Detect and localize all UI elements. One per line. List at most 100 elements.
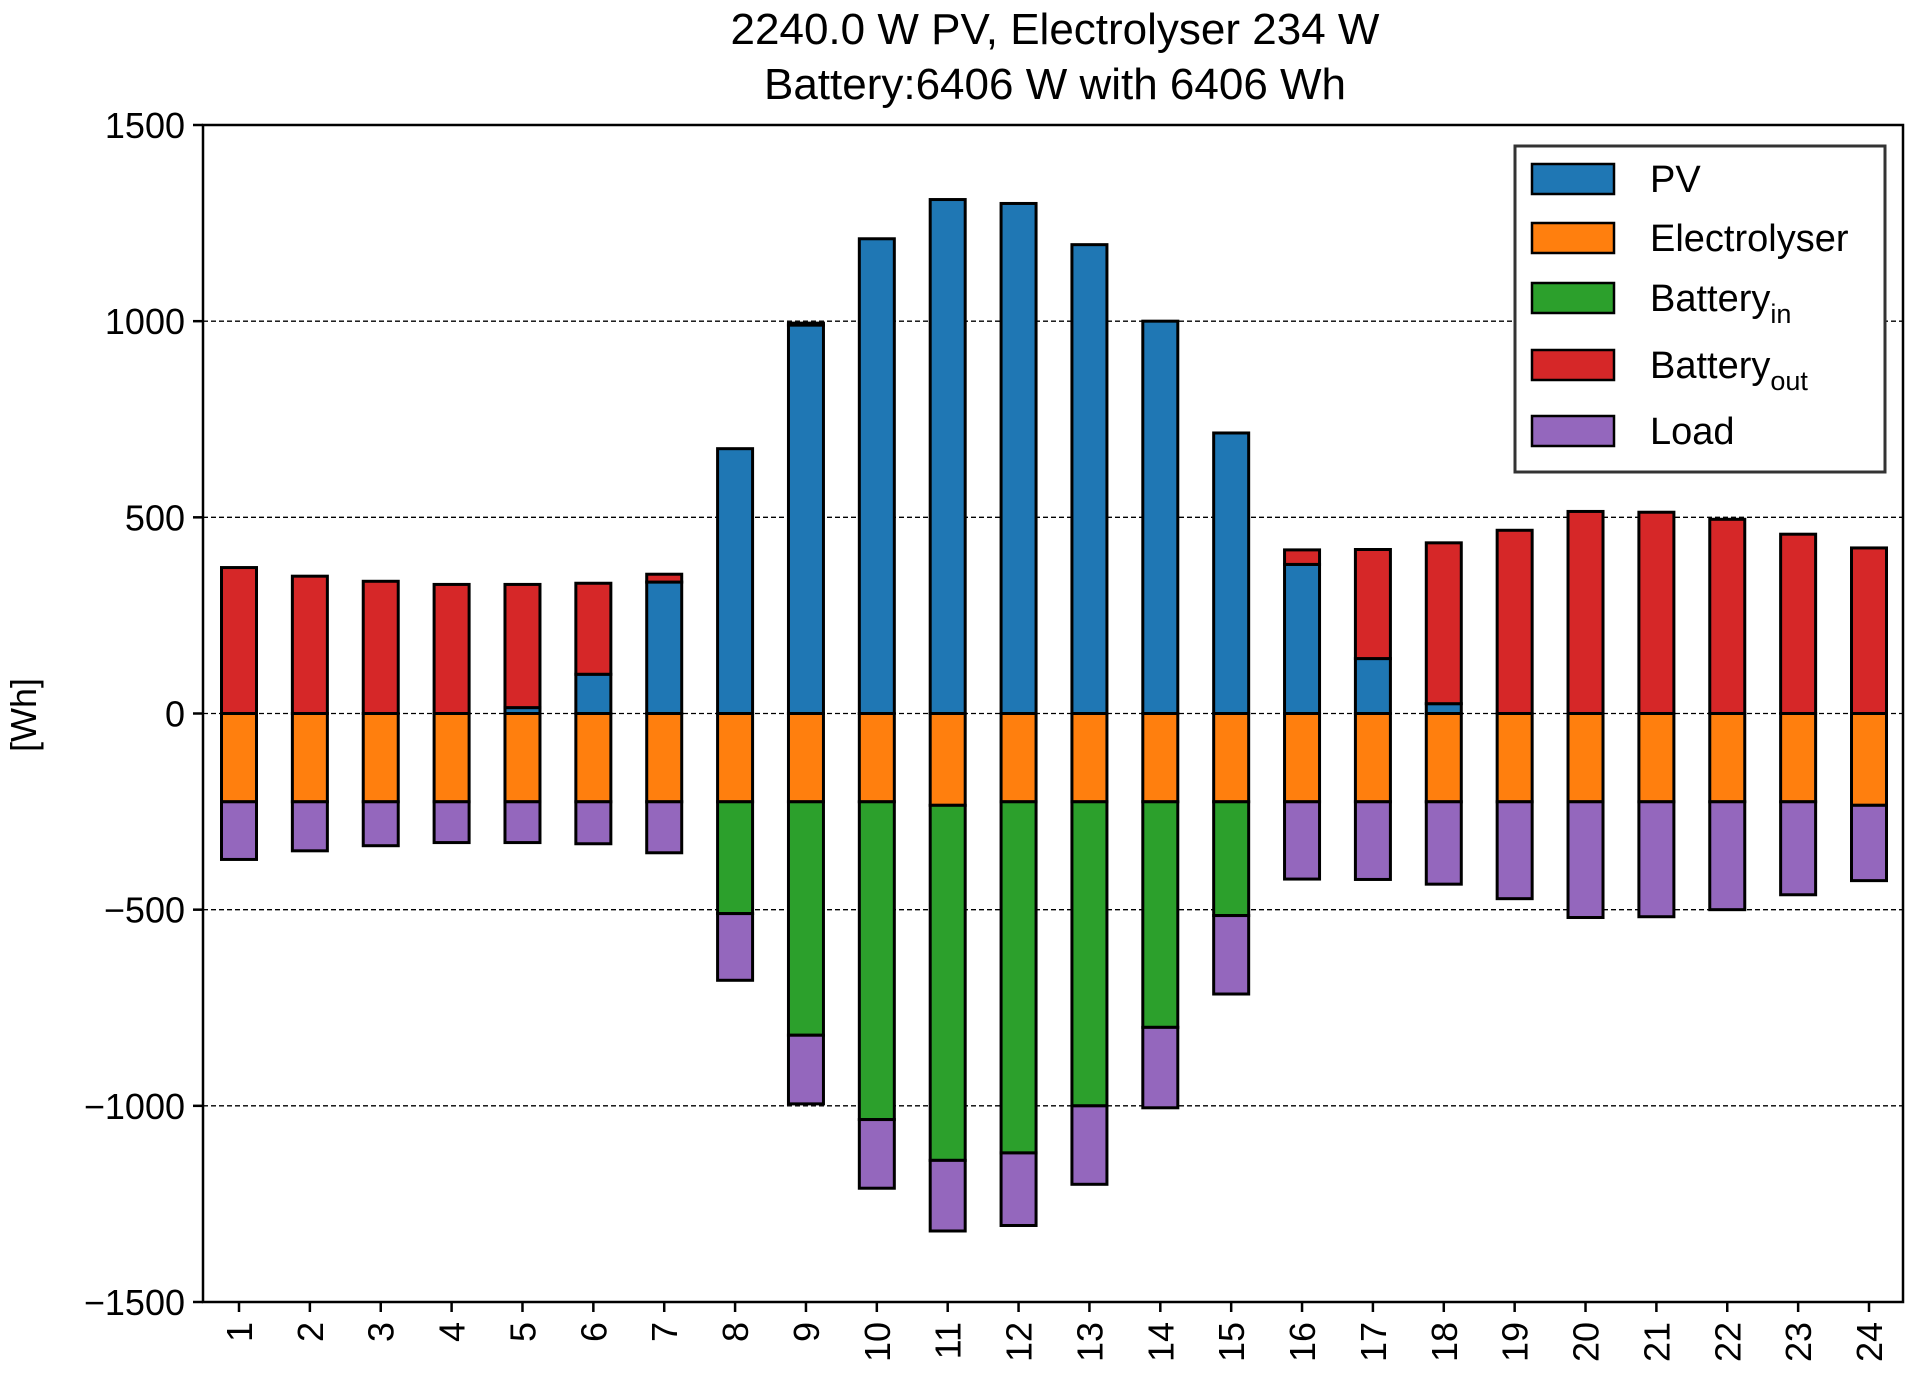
bar-load-5 bbox=[503, 800, 542, 845]
bar-electrolyser-10 bbox=[857, 712, 896, 804]
bar-battery_in-14 bbox=[1141, 800, 1180, 1029]
x-tick-label: 6 bbox=[573, 1322, 614, 1342]
x-tick-label: 23 bbox=[1778, 1322, 1819, 1362]
bar-electrolyser-1 bbox=[220, 712, 258, 804]
bar-electrolyser-21 bbox=[1637, 712, 1676, 804]
x-tick-label: 8 bbox=[715, 1322, 756, 1342]
bar-battery_in-11 bbox=[928, 803, 967, 1162]
y-axis-label: [Wh] bbox=[3, 678, 44, 752]
bar-electrolyser-7 bbox=[645, 712, 684, 804]
bar-electrolyser-15 bbox=[1212, 712, 1251, 804]
bar-electrolyser-12 bbox=[999, 712, 1038, 804]
bar-battery_out-24 bbox=[1850, 546, 1888, 716]
bar-battery_in-13 bbox=[1070, 800, 1109, 1108]
bar-battery_in-12 bbox=[999, 800, 1038, 1155]
bar-pv-10 bbox=[857, 237, 896, 715]
x-tick-label: 10 bbox=[857, 1322, 898, 1362]
x-tick-label: 14 bbox=[1140, 1322, 1181, 1362]
bar-battery_out-6 bbox=[574, 581, 613, 676]
bar-pv-16 bbox=[1283, 562, 1322, 715]
y-tick-label: −500 bbox=[104, 890, 185, 931]
bar-electrolyser-17 bbox=[1353, 712, 1392, 804]
legend-swatch-battery_in bbox=[1530, 281, 1616, 315]
chart-title-line-2: Battery:6406 W with 6406 Wh bbox=[764, 60, 1346, 109]
x-tick-label: 7 bbox=[644, 1322, 685, 1342]
bar-battery_out-7 bbox=[645, 572, 684, 584]
bar-electrolyser-14 bbox=[1141, 712, 1180, 804]
x-tick-label: 1 bbox=[219, 1322, 260, 1342]
y-tick-label: 1500 bbox=[105, 105, 185, 146]
bar-pv-11 bbox=[928, 198, 967, 715]
bar-pv-15 bbox=[1212, 431, 1251, 715]
legend-swatch-electrolyser bbox=[1530, 221, 1616, 255]
bar-load-1 bbox=[220, 800, 258, 861]
bar-load-4 bbox=[432, 800, 471, 845]
x-tick-label: 11 bbox=[928, 1322, 969, 1359]
legend-label-pv: PV bbox=[1650, 159, 1701, 201]
x-tick-label: 16 bbox=[1282, 1322, 1323, 1362]
bar-electrolyser-18 bbox=[1424, 712, 1463, 804]
bar-battery_out-5 bbox=[503, 582, 542, 710]
bar-battery_out-19 bbox=[1495, 528, 1534, 715]
bar-battery_out-2 bbox=[290, 574, 329, 716]
bar-electrolyser-3 bbox=[361, 712, 400, 804]
bar-load-20 bbox=[1566, 800, 1605, 920]
x-tick-label: 12 bbox=[999, 1322, 1040, 1362]
bar-electrolyser-9 bbox=[786, 712, 825, 804]
legend-swatch-pv bbox=[1530, 162, 1616, 196]
bar-load-16 bbox=[1283, 800, 1322, 881]
bar-battery_out-9 bbox=[786, 321, 825, 327]
bar-load-10 bbox=[857, 1118, 896, 1190]
x-tick-label: 5 bbox=[502, 1322, 543, 1342]
bar-load-13 bbox=[1070, 1104, 1109, 1186]
bar-load-24 bbox=[1850, 803, 1888, 883]
x-tick-label: 17 bbox=[1353, 1322, 1394, 1362]
bar-electrolyser-19 bbox=[1495, 712, 1534, 804]
x-tick-label: 22 bbox=[1707, 1322, 1748, 1362]
bar-electrolyser-23 bbox=[1779, 712, 1818, 804]
x-tick-label: 24 bbox=[1849, 1322, 1890, 1362]
y-tick-label: −1500 bbox=[84, 1282, 185, 1323]
bar-load-22 bbox=[1708, 800, 1747, 912]
x-tick-label: 2 bbox=[290, 1322, 331, 1342]
bar-load-12 bbox=[999, 1151, 1038, 1227]
bar-load-23 bbox=[1779, 800, 1818, 897]
y-tick-label: 1000 bbox=[105, 301, 185, 342]
bar-battery_in-8 bbox=[716, 800, 755, 916]
y-tick-label: 0 bbox=[165, 694, 185, 735]
bar-electrolyser-20 bbox=[1566, 712, 1605, 804]
x-tick-label: 21 bbox=[1636, 1322, 1677, 1362]
bar-battery_in-15 bbox=[1212, 800, 1251, 918]
bar-battery_out-1 bbox=[220, 566, 258, 715]
bar-electrolyser-6 bbox=[574, 712, 613, 804]
chart-title-line-1: 2240.0 W PV, Electrolyser 234 W bbox=[731, 5, 1380, 54]
legend-swatch-battery_out bbox=[1530, 348, 1616, 382]
bar-electrolyser-22 bbox=[1708, 712, 1747, 804]
bar-pv-6 bbox=[574, 672, 613, 715]
legend-swatch-load bbox=[1530, 414, 1616, 448]
bar-load-8 bbox=[716, 912, 755, 982]
bar-load-3 bbox=[361, 800, 400, 848]
bar-battery_out-3 bbox=[361, 579, 400, 716]
x-tick-label: 4 bbox=[432, 1322, 473, 1342]
legend-label-load: Load bbox=[1650, 411, 1735, 453]
x-tick-label: 20 bbox=[1566, 1322, 1607, 1362]
bar-pv-12 bbox=[999, 201, 1038, 715]
bar-electrolyser-24 bbox=[1850, 712, 1888, 807]
bar-battery_out-20 bbox=[1566, 509, 1605, 715]
bar-battery_out-17 bbox=[1353, 548, 1392, 661]
y-axis: 1500 1000 500 0 −500 −1000 −1500 bbox=[84, 105, 203, 1323]
legend-label-electrolyser: Electrolyser bbox=[1650, 218, 1849, 260]
bar-load-15 bbox=[1212, 914, 1251, 996]
x-tick-label: 9 bbox=[786, 1322, 827, 1342]
bar-electrolyser-4 bbox=[432, 712, 471, 804]
x-tick-label: 3 bbox=[361, 1322, 402, 1342]
bar-electrolyser-2 bbox=[290, 712, 329, 804]
bar-battery_out-22 bbox=[1708, 517, 1747, 715]
y-tick-label: −1000 bbox=[84, 1086, 185, 1127]
bar-load-19 bbox=[1495, 800, 1534, 901]
bar-electrolyser-11 bbox=[928, 712, 967, 807]
bar-load-17 bbox=[1353, 800, 1392, 881]
